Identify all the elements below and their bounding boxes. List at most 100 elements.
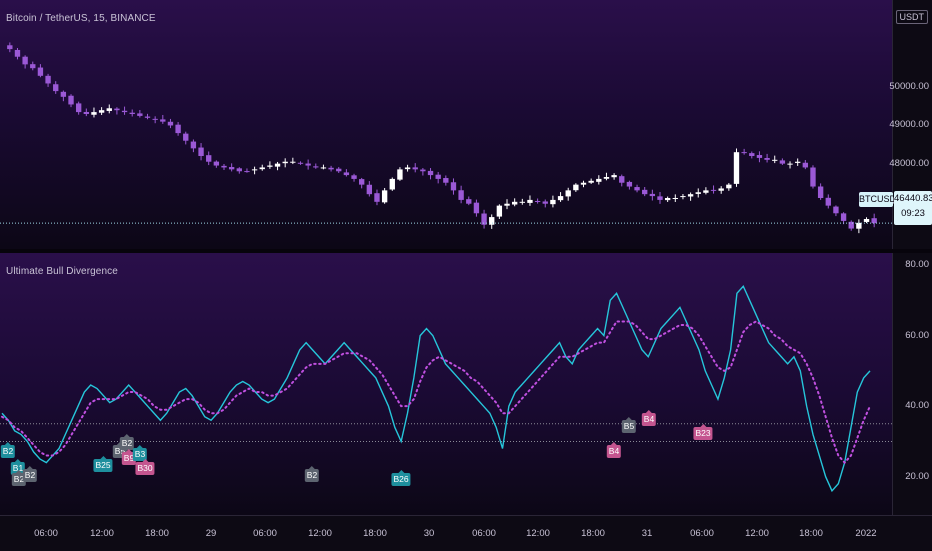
time-tick-label: 12:00: [308, 528, 332, 539]
candle-body: [657, 196, 663, 200]
candle-body: [274, 163, 281, 167]
candle-body: [381, 190, 388, 203]
last-price: 46440.83: [894, 193, 932, 204]
candle-body: [664, 198, 671, 201]
price-tick-label: 49000.00: [889, 119, 929, 131]
time-tick-label: 18:00: [145, 528, 169, 539]
candle-body: [374, 193, 380, 202]
candle-body: [756, 155, 763, 158]
time-tick-label: 31: [641, 528, 653, 539]
candle-body: [642, 189, 648, 195]
candle-body: [98, 110, 105, 113]
candle-body: [313, 166, 319, 168]
candle-body: [22, 56, 28, 65]
time-tick-label: 2022: [855, 528, 877, 539]
price-tick-label: 48000.00: [889, 157, 929, 169]
candle-body: [14, 49, 21, 57]
candle-body: [221, 165, 227, 168]
divergence-label: B9: [121, 448, 137, 465]
divergence-label: B4: [606, 441, 622, 458]
price-pane[interactable]: [0, 0, 892, 249]
candle-body: [328, 167, 334, 170]
candle-body: [259, 167, 265, 170]
candle-body: [175, 124, 181, 134]
candle-body: [473, 202, 480, 214]
rsi-ma-line: [1, 320, 871, 465]
pane-separator[interactable]: [0, 249, 932, 253]
candle-body: [359, 179, 365, 185]
indicator-tick-label: 60.00: [905, 329, 929, 341]
time-tick-label: 30: [423, 528, 435, 539]
candle-body: [183, 133, 189, 141]
candle-body: [863, 219, 870, 222]
candle-body: [144, 116, 151, 118]
candle-body: [802, 162, 809, 168]
candle-body: [389, 178, 395, 190]
candle-body: [565, 190, 571, 197]
candle-body: [795, 161, 801, 163]
divergence-label: B3: [132, 445, 148, 462]
indicator-axis[interactable]: 80.00 60.00 40.00 20.00: [892, 253, 932, 515]
candle-body: [404, 167, 411, 170]
candle-body: [603, 177, 610, 179]
divergence-label: B26: [391, 469, 411, 486]
candle-body: [267, 165, 273, 167]
candle-body: [129, 112, 135, 114]
time-tick-label: 18:00: [581, 528, 605, 539]
candle-body: [550, 199, 556, 205]
time-axis[interactable]: 06:00 12:00 18:00 29 06:00 12:00 18:00 30 06:00 1…: [0, 515, 932, 551]
candle-body: [420, 169, 426, 172]
candle-body: [557, 196, 564, 201]
candle-body: [534, 200, 541, 202]
candle-body: [496, 205, 503, 217]
indicator-tick-label: 80.00: [905, 259, 929, 271]
candle-body: [435, 174, 441, 179]
candle-body: [634, 187, 640, 191]
countdown: 09:23: [901, 208, 925, 219]
candle-body: [596, 178, 602, 182]
candle-body: [458, 190, 464, 200]
candle-body: [160, 119, 166, 122]
divergence-label: B4: [641, 409, 657, 426]
candle-body: [213, 161, 220, 166]
candle-body: [672, 198, 678, 199]
candle-body: [68, 95, 74, 105]
candle-body: [427, 170, 434, 176]
candle-body: [45, 75, 51, 84]
candle-body: [611, 175, 617, 178]
candle-body: [114, 108, 120, 111]
candle-body: [619, 176, 625, 183]
indicator-tick-label: 40.00: [905, 400, 929, 412]
candle-body: [588, 180, 594, 183]
time-tick-label: 12:00: [526, 528, 550, 539]
divergence-label: B5: [621, 416, 637, 433]
candle-body: [206, 155, 212, 162]
candle-body: [511, 201, 518, 205]
time-tick-label: 06:00: [253, 528, 277, 539]
time-tick-label: 18:00: [799, 528, 823, 539]
candle-body: [30, 64, 36, 69]
symbol-badge: BTCUSDT: [859, 192, 902, 207]
time-tick-label: 12:00: [745, 528, 769, 539]
time-tick-label: 29: [205, 528, 217, 539]
time-tick-label: 12:00: [90, 528, 114, 539]
divergence-label: B2: [304, 466, 320, 483]
candle-body: [703, 190, 709, 193]
divergence-label: B2: [119, 434, 135, 451]
candle-body: [236, 168, 242, 172]
candle-body: [466, 199, 472, 204]
indicator-title: Ultimate Bull Divergence: [6, 266, 118, 277]
candle-body: [741, 152, 747, 154]
candle-body: [7, 45, 13, 50]
candle-body: [580, 182, 587, 185]
candle-body: [695, 192, 701, 194]
candle-body: [305, 163, 311, 166]
candle-body: [75, 103, 82, 113]
candle-body: [450, 182, 457, 191]
currency-button[interactable]: USDT: [895, 10, 928, 24]
candle-body: [443, 178, 449, 183]
candle-body: [83, 111, 89, 114]
candle-body: [282, 161, 288, 164]
candle-body: [336, 168, 342, 172]
